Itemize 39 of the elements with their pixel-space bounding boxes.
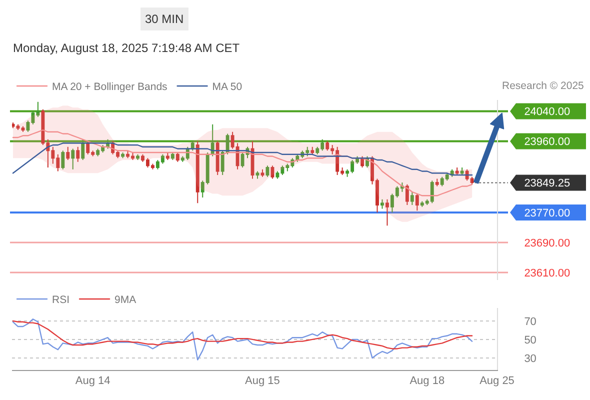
- candlestick: [176, 152, 180, 162]
- legend-label: MA 50: [212, 81, 242, 94]
- legend-label: RSI: [52, 294, 70, 306]
- y-tick-label: 23849.25: [524, 178, 570, 190]
- x-tick-label: Aug 18: [410, 375, 445, 388]
- candlestick: [12, 122, 15, 129]
- candlestick: [310, 146, 314, 155]
- legend-label: MA 20 + Bollinger Bands: [52, 81, 168, 94]
- x-tick-label: Aug 15: [245, 375, 280, 388]
- y-tick-label: 23960.00: [524, 136, 570, 148]
- candlestick: [455, 167, 459, 176]
- candlestick: [260, 168, 264, 178]
- candlestick: [386, 198, 389, 226]
- candlestick: [21, 126, 25, 132]
- candlestick: [380, 198, 384, 210]
- candlestick: [216, 140, 220, 176]
- y-tick-label: 23770.00: [524, 207, 570, 220]
- y-tick-label: 23690.00: [524, 237, 570, 250]
- text: Research © 2025: [502, 80, 584, 92]
- candlestick: [435, 178, 439, 187]
- x-tick-label: Aug 14: [75, 375, 110, 388]
- candlestick: [166, 152, 170, 160]
- text: 30 MIN: [145, 12, 184, 26]
- chart-subtitle: Monday, August 18, 2025 7:19:48 AM CET: [13, 41, 240, 55]
- candlestick: [196, 140, 200, 204]
- legend-label: 9MA: [114, 294, 136, 306]
- y-tick-label: 23610.00: [524, 267, 570, 280]
- x-tick-label: Aug 25: [480, 375, 514, 388]
- y-tick-label: 70: [524, 316, 536, 328]
- candlestick: [270, 165, 274, 180]
- candlestick: [66, 146, 70, 160]
- candlestick: [76, 146, 80, 162]
- line-series: [12, 318, 473, 360]
- y-tick-label: 50: [524, 334, 536, 346]
- line-series: [12, 320, 473, 350]
- y-tick-label: 24040.00: [524, 106, 570, 118]
- candlestick: [415, 193, 419, 212]
- candlestick: [405, 184, 409, 206]
- y-tick-label: 30: [524, 352, 536, 365]
